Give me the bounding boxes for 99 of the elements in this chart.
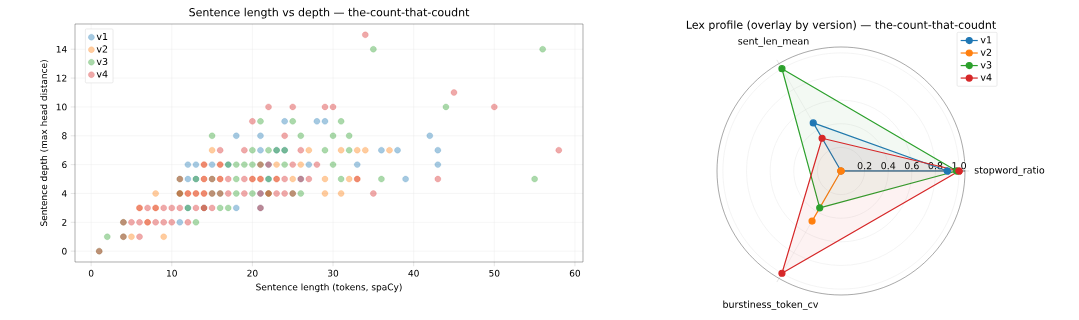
point [233,132,240,139]
point [321,190,329,197]
point [192,219,200,226]
point [249,190,256,197]
point [321,118,329,125]
point [257,118,264,125]
x-tick-label: 0 [88,269,94,277]
point [386,147,393,154]
point [257,132,264,139]
y-tick-label: 0 [62,247,67,255]
point [354,161,361,168]
point [354,147,361,154]
point [345,175,353,183]
point [362,147,369,154]
point [402,175,409,183]
x-tick-label: 10 [167,269,177,277]
point [128,233,135,240]
point [192,161,200,168]
y-tick-label: 12 [56,74,67,82]
spoke-label: stopword_ratio [974,166,1045,176]
point [160,233,167,240]
point [216,204,224,212]
point [257,147,264,154]
point [281,118,288,125]
point [184,175,192,183]
x-tick-label: 40 [408,269,419,277]
chart-title: Lex profile (overlay by version) — the-count-that-coudnt [686,20,996,32]
point [531,175,538,183]
point [249,161,256,168]
point [426,132,433,139]
point [394,147,401,154]
chart-title: Sentence length vs depth — the-count-that-coudnt [189,7,470,19]
legend-label: v4 [96,70,108,78]
point [104,233,111,240]
point [337,147,345,154]
legend-label: v3 [96,57,108,66]
y-tick-label: 4 [61,190,67,197]
point [208,132,216,139]
point [184,161,192,168]
point [289,118,296,125]
point [297,161,304,168]
point [345,132,353,139]
point [378,175,385,183]
point [442,103,450,111]
legend-label: v1 [96,32,108,40]
point [337,118,345,125]
point [370,46,377,53]
point [337,190,345,197]
point [434,147,442,154]
point [321,147,329,154]
point [329,161,337,168]
spoke-label: sent_len_mean [738,37,809,47]
point [337,175,345,183]
point [233,175,240,183]
point [289,175,296,183]
legend-label: v3 [980,61,992,69]
legend-label: v4 [980,73,992,81]
y-tick-label: 10 [56,103,67,111]
point [378,147,385,154]
point [176,219,184,226]
point [297,190,304,197]
y-tick-label: 2 [62,218,67,226]
point [249,147,256,154]
y-tick-label: 0.6 [904,162,919,170]
x-tick-label: 60 [569,269,581,277]
point [305,161,313,168]
point [233,161,240,168]
point [329,132,337,139]
point [152,190,159,197]
point [305,147,313,154]
y-tick-label: 8 [62,132,67,140]
point [208,147,216,154]
legend-label: v2 [980,48,992,56]
point [233,190,240,197]
y-axis-title: Sentence depth (max head distance) [40,60,49,226]
point [208,161,216,168]
point [241,161,248,168]
y-tick-label: 14 [56,45,67,53]
y-tick-label: 0.4 [881,162,896,170]
point [233,204,240,212]
x-axis-title: Sentence length (tokens, spaCy) [256,283,402,293]
point [539,46,546,53]
x-tick-label: 50 [489,269,500,277]
y-tick-label: 6 [62,161,67,169]
point [281,161,288,168]
x-tick-label: 20 [247,269,258,277]
y-tick-label: 0.2 [857,162,872,170]
point [321,175,329,183]
point [265,147,272,154]
legend-label: v2 [96,45,108,53]
x-tick-label: 30 [328,269,339,277]
spoke-label: burstiness_token_cv [723,300,819,311]
point [313,118,321,125]
point [297,132,304,139]
point [225,204,232,212]
point [273,161,280,168]
point [434,161,442,168]
legend-label: v1 [980,36,992,44]
point [345,147,353,154]
